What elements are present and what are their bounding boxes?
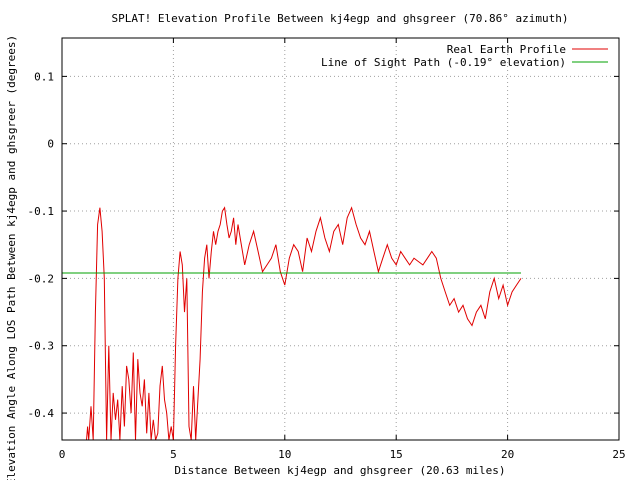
legend-label: Line of Sight Path (-0.19° elevation)	[321, 56, 566, 69]
x-tick-label: 5	[170, 448, 177, 461]
x-tick-label: 20	[501, 448, 514, 461]
y-tick-label: -0.1	[28, 205, 55, 218]
grid-layer	[62, 38, 619, 440]
x-axis-label: Distance Between kj4egp and ghsgreer (20…	[174, 464, 505, 477]
y-tick-label: -0.3	[28, 340, 55, 353]
series-layer	[62, 206, 522, 441]
x-tick-label: 10	[278, 448, 291, 461]
y-axis-label: Elevation Angle Along LOS Path Between k…	[5, 35, 18, 480]
y-tick-label: 0	[47, 138, 54, 151]
x-tick-label: 25	[612, 448, 625, 461]
y-tick-label: -0.4	[28, 407, 55, 420]
x-tick-label: 15	[390, 448, 403, 461]
axis-ticks: 0 5 10 15 20 25 0.1 0 -0.1 -0.2 -0.3 -0.4	[28, 38, 626, 461]
plot-frame	[61, 37, 620, 441]
series-line-real-earth-profile	[86, 206, 522, 441]
y-tick-label: 0.1	[34, 70, 54, 83]
y-tick-label: -0.2	[28, 272, 55, 285]
x-tick-label: 0	[59, 448, 66, 461]
legend-label: Real Earth Profile	[447, 43, 566, 56]
chart-title: SPLAT! Elevation Profile Between kj4egp …	[112, 12, 569, 25]
